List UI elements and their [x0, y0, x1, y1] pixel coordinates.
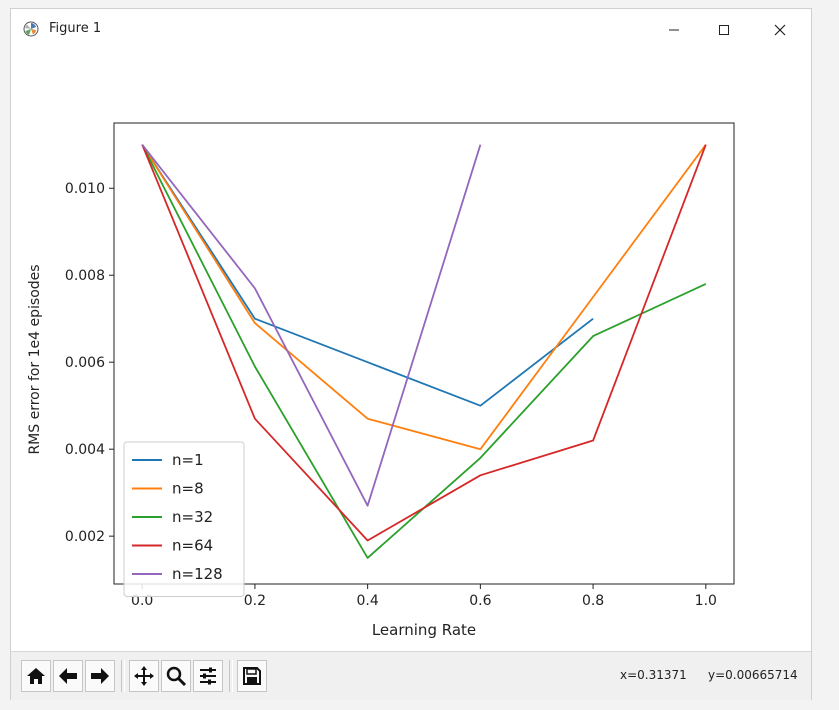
back-button[interactable] [53, 660, 83, 692]
maximize-button[interactable] [701, 15, 747, 45]
close-icon [774, 24, 786, 36]
y-coordinate-readout: y=0.00665714 [708, 668, 798, 682]
series-line-n=64 [141, 144, 707, 542]
zoom-button[interactable] [161, 660, 191, 692]
series-line-n=8 [141, 144, 707, 451]
navigation-toolbar: x=0.31371 y=0.00665714 [11, 651, 811, 700]
x-tick-label: 0.8 [582, 593, 604, 609]
x-coordinate-readout: x=0.31371 [620, 668, 687, 682]
figure-window: Figure 1 0.0 0.2 0.4 0.6 0.8 1.0 0.002 0.004 0.0… [10, 8, 812, 700]
minimize-button[interactable] [651, 15, 697, 45]
configure-icon [200, 667, 216, 685]
title-bar: Figure 1 [11, 9, 811, 49]
legend-label: n=1 [172, 451, 204, 469]
toolbar-separator [229, 660, 233, 692]
series-line-n=128 [141, 144, 482, 507]
configure-subplots-button[interactable] [193, 660, 223, 692]
close-button[interactable] [757, 15, 803, 45]
x-tick-label: 0.6 [469, 593, 491, 609]
y-tick-label: 0.010 [65, 181, 105, 197]
legend-label: n=64 [172, 537, 213, 555]
legend-label: n=128 [172, 565, 223, 583]
y-tick-label: 0.006 [65, 355, 105, 371]
minimize-icon [669, 29, 679, 31]
forward-icon [91, 668, 109, 684]
x-tick-label: 0.4 [357, 593, 379, 609]
legend-box [123, 441, 245, 597]
maximize-icon [719, 25, 729, 35]
line-chart: 0.0 0.2 0.4 0.6 0.8 1.00.0020.0040.0060.0080.… [27, 122, 735, 639]
legend-label: n=32 [172, 508, 213, 526]
x-axis-label: Learning Rate [372, 621, 476, 639]
back-icon [59, 668, 77, 684]
forward-button[interactable] [85, 660, 115, 692]
home-icon [27, 668, 45, 684]
x-tick-label: 1.0 [695, 593, 717, 609]
figure-canvas[interactable]: 0.0 0.2 0.4 0.6 0.8 1.0 0.002 0.004 0.006 0.008 0.… [11, 49, 811, 649]
pan-button[interactable] [129, 660, 159, 692]
save-icon [243, 667, 261, 685]
plot-area-frame [113, 122, 735, 585]
x-tick-label: 0.2 [244, 593, 266, 609]
toolbar-separator [121, 660, 125, 692]
y-tick-label: 0.002 [65, 529, 105, 545]
zoom-icon [166, 666, 187, 687]
y-tick-label: 0.004 [65, 442, 105, 458]
window-title: Figure 1 [49, 21, 102, 36]
series-line-n=1 [141, 144, 594, 407]
legend-label: n=8 [172, 480, 204, 498]
y-tick-label: 0.008 [65, 268, 105, 284]
matplotlib-logo-icon [23, 21, 39, 37]
home-button[interactable] [21, 660, 51, 692]
save-button[interactable] [237, 660, 267, 692]
pan-icon [134, 666, 154, 686]
y-axis-label: RMS error for 1e4 episodes [27, 264, 43, 454]
